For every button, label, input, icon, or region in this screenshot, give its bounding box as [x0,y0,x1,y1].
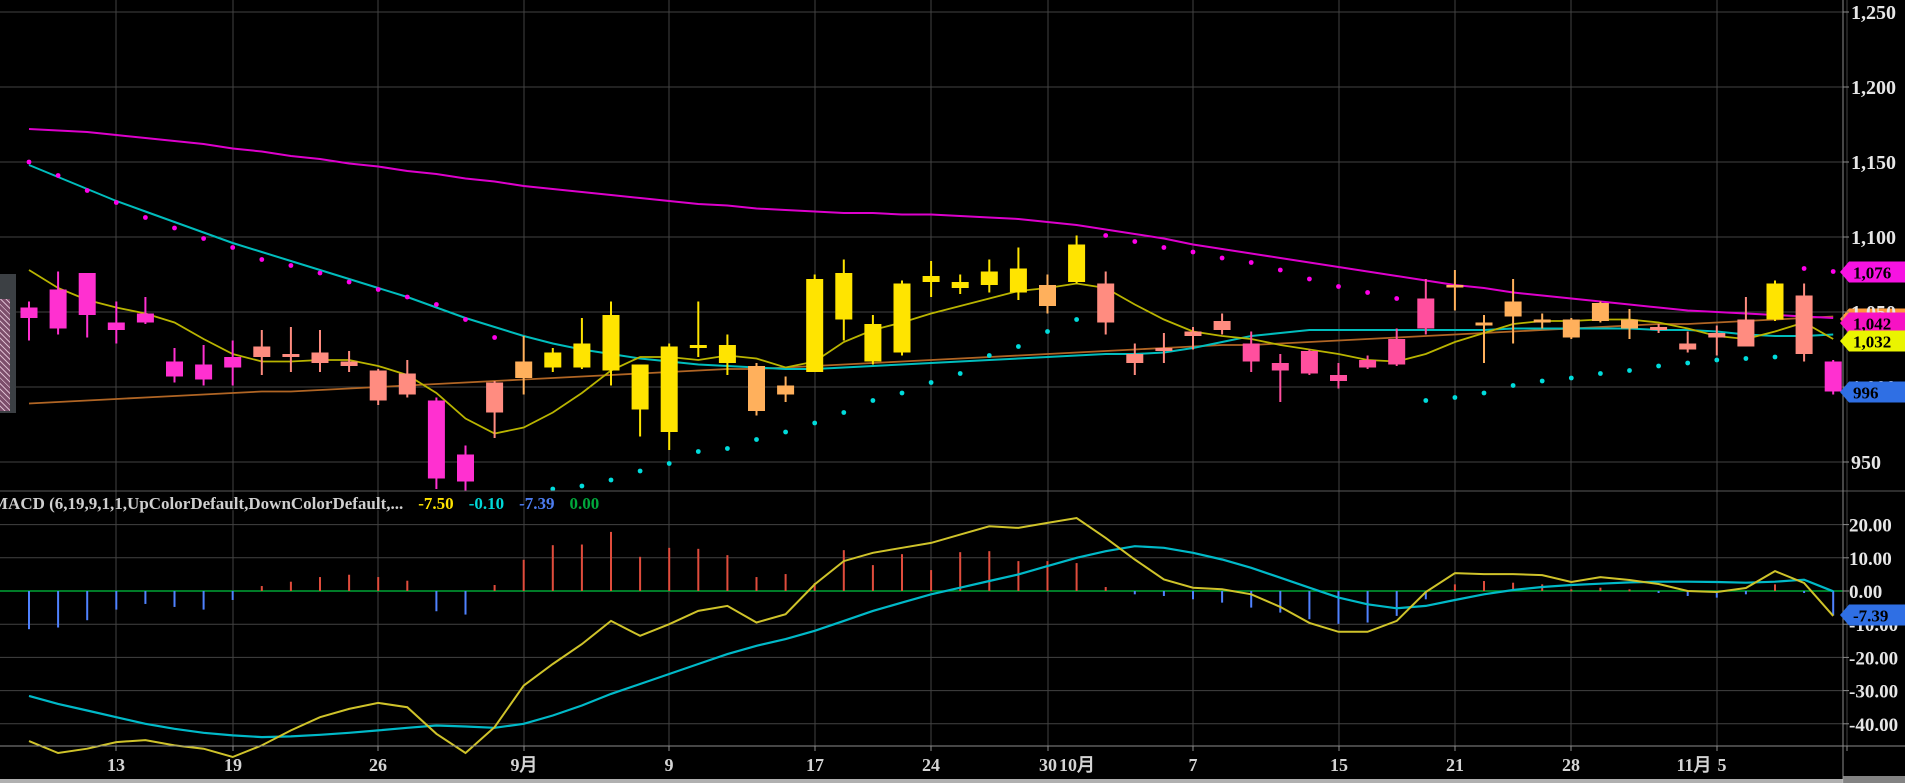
svg-text:5: 5 [1718,755,1727,775]
orange-ma-line [28,315,1834,405]
yellow-ma-line [28,269,1834,435]
svg-text:-20.00: -20.00 [1849,648,1898,669]
svg-text:9月: 9月 [511,755,538,775]
magenta-ma-line [28,128,1834,319]
svg-text:11月: 11月 [1676,755,1711,775]
horizontal-scrollbar-thumb[interactable] [1843,776,1905,783]
svg-text:10月: 10月 [1059,755,1095,775]
macd-signal-line [28,545,1834,739]
svg-text:1,250: 1,250 [1851,2,1896,24]
svg-text:24: 24 [922,755,940,775]
svg-text:21: 21 [1446,755,1464,775]
svg-text:28: 28 [1562,755,1580,775]
svg-text:19: 19 [224,755,242,775]
macd-value: -7.50 [418,494,454,513]
macd-indicator-header[interactable]: MACD (6,19,9,1,1,UpColorDefault,DownColo… [0,494,599,514]
svg-text:30: 30 [1039,755,1057,775]
candles [20,235,1842,491]
svg-text:10.00: 10.00 [1849,549,1892,570]
svg-text:1,032: 1,032 [1853,333,1891,352]
macd-signal-value: -0.10 [468,494,505,513]
horizontal-scrollbar-track[interactable] [0,776,1905,783]
gridlines [0,0,1848,746]
macd-zero-value: 0.00 [569,494,600,513]
hatched-candle-body [0,299,10,411]
svg-text:9: 9 [665,755,674,775]
svg-text:950: 950 [1851,452,1881,474]
svg-text:1,100: 1,100 [1851,227,1896,249]
svg-text:1,150: 1,150 [1851,152,1896,174]
macd-histogram [28,531,1835,630]
clipped-candle-fragment [0,274,16,413]
svg-text:1,076: 1,076 [1853,264,1891,283]
svg-text:-7.39: -7.39 [1853,607,1888,626]
svg-text:20.00: 20.00 [1849,516,1892,537]
date-axis-labels: 13 19 26 9月 9 17 24 30 10月 7 15 21 28 11月 5 [107,755,1727,775]
svg-text:13: 13 [107,755,125,775]
macd-indicator-label: MACD (6,19,9,1,1,UpColorDefault,DownColo… [0,494,404,513]
cyan-ma-line [28,164,1834,370]
svg-text:7: 7 [1189,755,1198,775]
sar-dots [26,159,1865,492]
svg-text:996: 996 [1853,384,1879,403]
svg-text:-40.00: -40.00 [1849,715,1898,736]
svg-text:-30.00: -30.00 [1849,682,1898,703]
macd-histogram-value: -7.39 [519,494,555,513]
svg-text:17: 17 [806,755,824,775]
svg-text:1,200: 1,200 [1851,77,1896,99]
svg-text:0.00: 0.00 [1849,582,1882,603]
svg-text:15: 15 [1330,755,1348,775]
macd-line [28,516,1834,759]
svg-text:26: 26 [369,755,387,775]
svg-text:1,042: 1,042 [1853,315,1891,334]
